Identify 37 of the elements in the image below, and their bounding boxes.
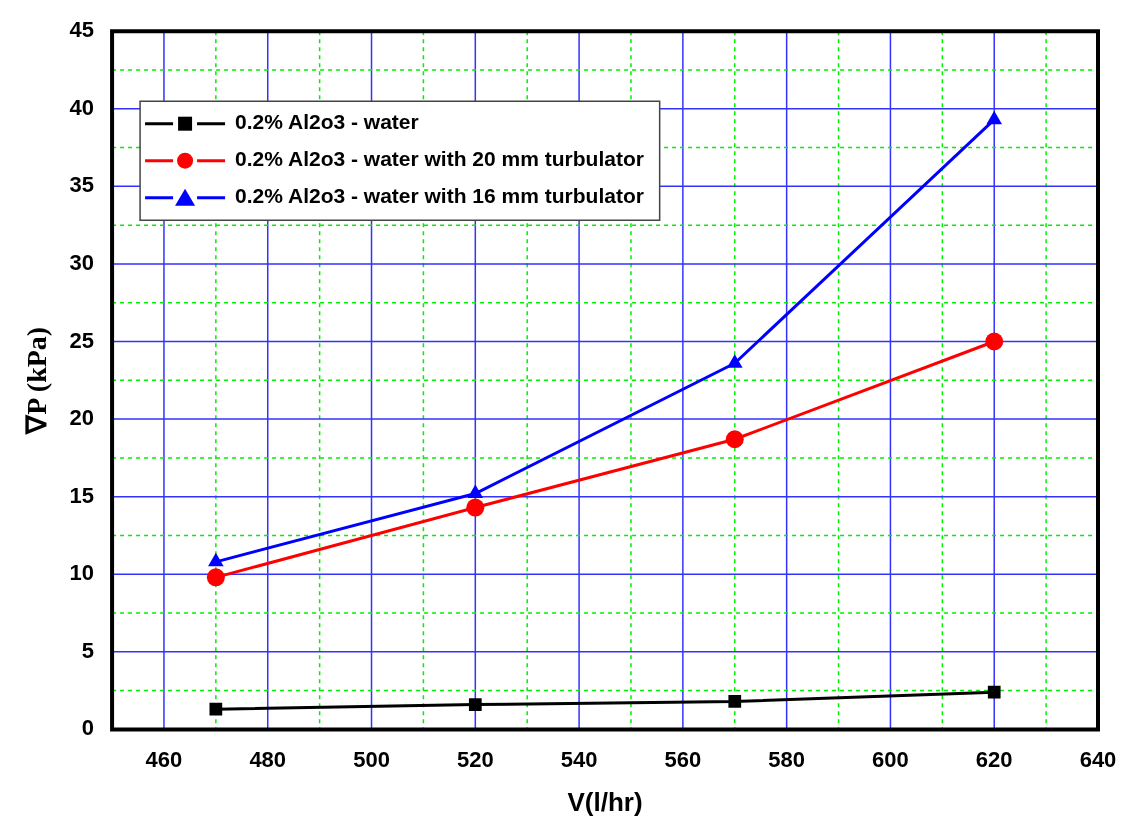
y-tick-label: 35 <box>69 172 95 198</box>
point <box>467 484 484 499</box>
y-tick-label: 20 <box>69 405 95 431</box>
legend-label: 0.2% Al2o3 - water <box>235 110 419 134</box>
point <box>986 110 1003 125</box>
x-tick-label: 640 <box>1079 746 1117 772</box>
y-tick-label: 10 <box>69 560 95 586</box>
x-tick-label: 560 <box>664 746 702 772</box>
x-tick-label: 460 <box>145 746 183 772</box>
x-tick-label: 500 <box>353 746 390 772</box>
point <box>206 568 225 587</box>
y-tick-label: 25 <box>69 327 95 353</box>
legend-label: 0.2% Al2o3 - water with 20 mm turbulator <box>235 147 644 171</box>
x-tick-label: 600 <box>872 746 909 772</box>
x-tick-label: 540 <box>560 746 598 772</box>
point <box>985 332 1004 351</box>
x-tick-label: 580 <box>768 746 806 772</box>
x-tick-label: 480 <box>249 746 287 772</box>
y-tick-label: 15 <box>69 482 95 508</box>
x-tick-label: 520 <box>456 746 494 772</box>
y-tick-label: 5 <box>81 637 95 663</box>
y-tick-label: 0 <box>81 715 95 741</box>
point <box>726 354 743 368</box>
y-tick-label: 40 <box>69 94 95 120</box>
y-tick-label: 45 <box>69 17 95 43</box>
point <box>987 685 1001 699</box>
point <box>466 498 485 517</box>
point <box>468 698 482 711</box>
point <box>728 695 742 708</box>
x-axis-title: V(l/hr) <box>567 786 643 817</box>
x-tick-label: 620 <box>975 746 1013 772</box>
legend-label: 0.2% Al2o3 - water with 16 mm turbulator <box>235 184 644 208</box>
point <box>209 702 223 716</box>
point <box>208 552 224 567</box>
y-axis-title: ∇P (kPa) <box>21 326 53 435</box>
point <box>725 430 744 449</box>
y-tick-label: 30 <box>69 250 95 275</box>
